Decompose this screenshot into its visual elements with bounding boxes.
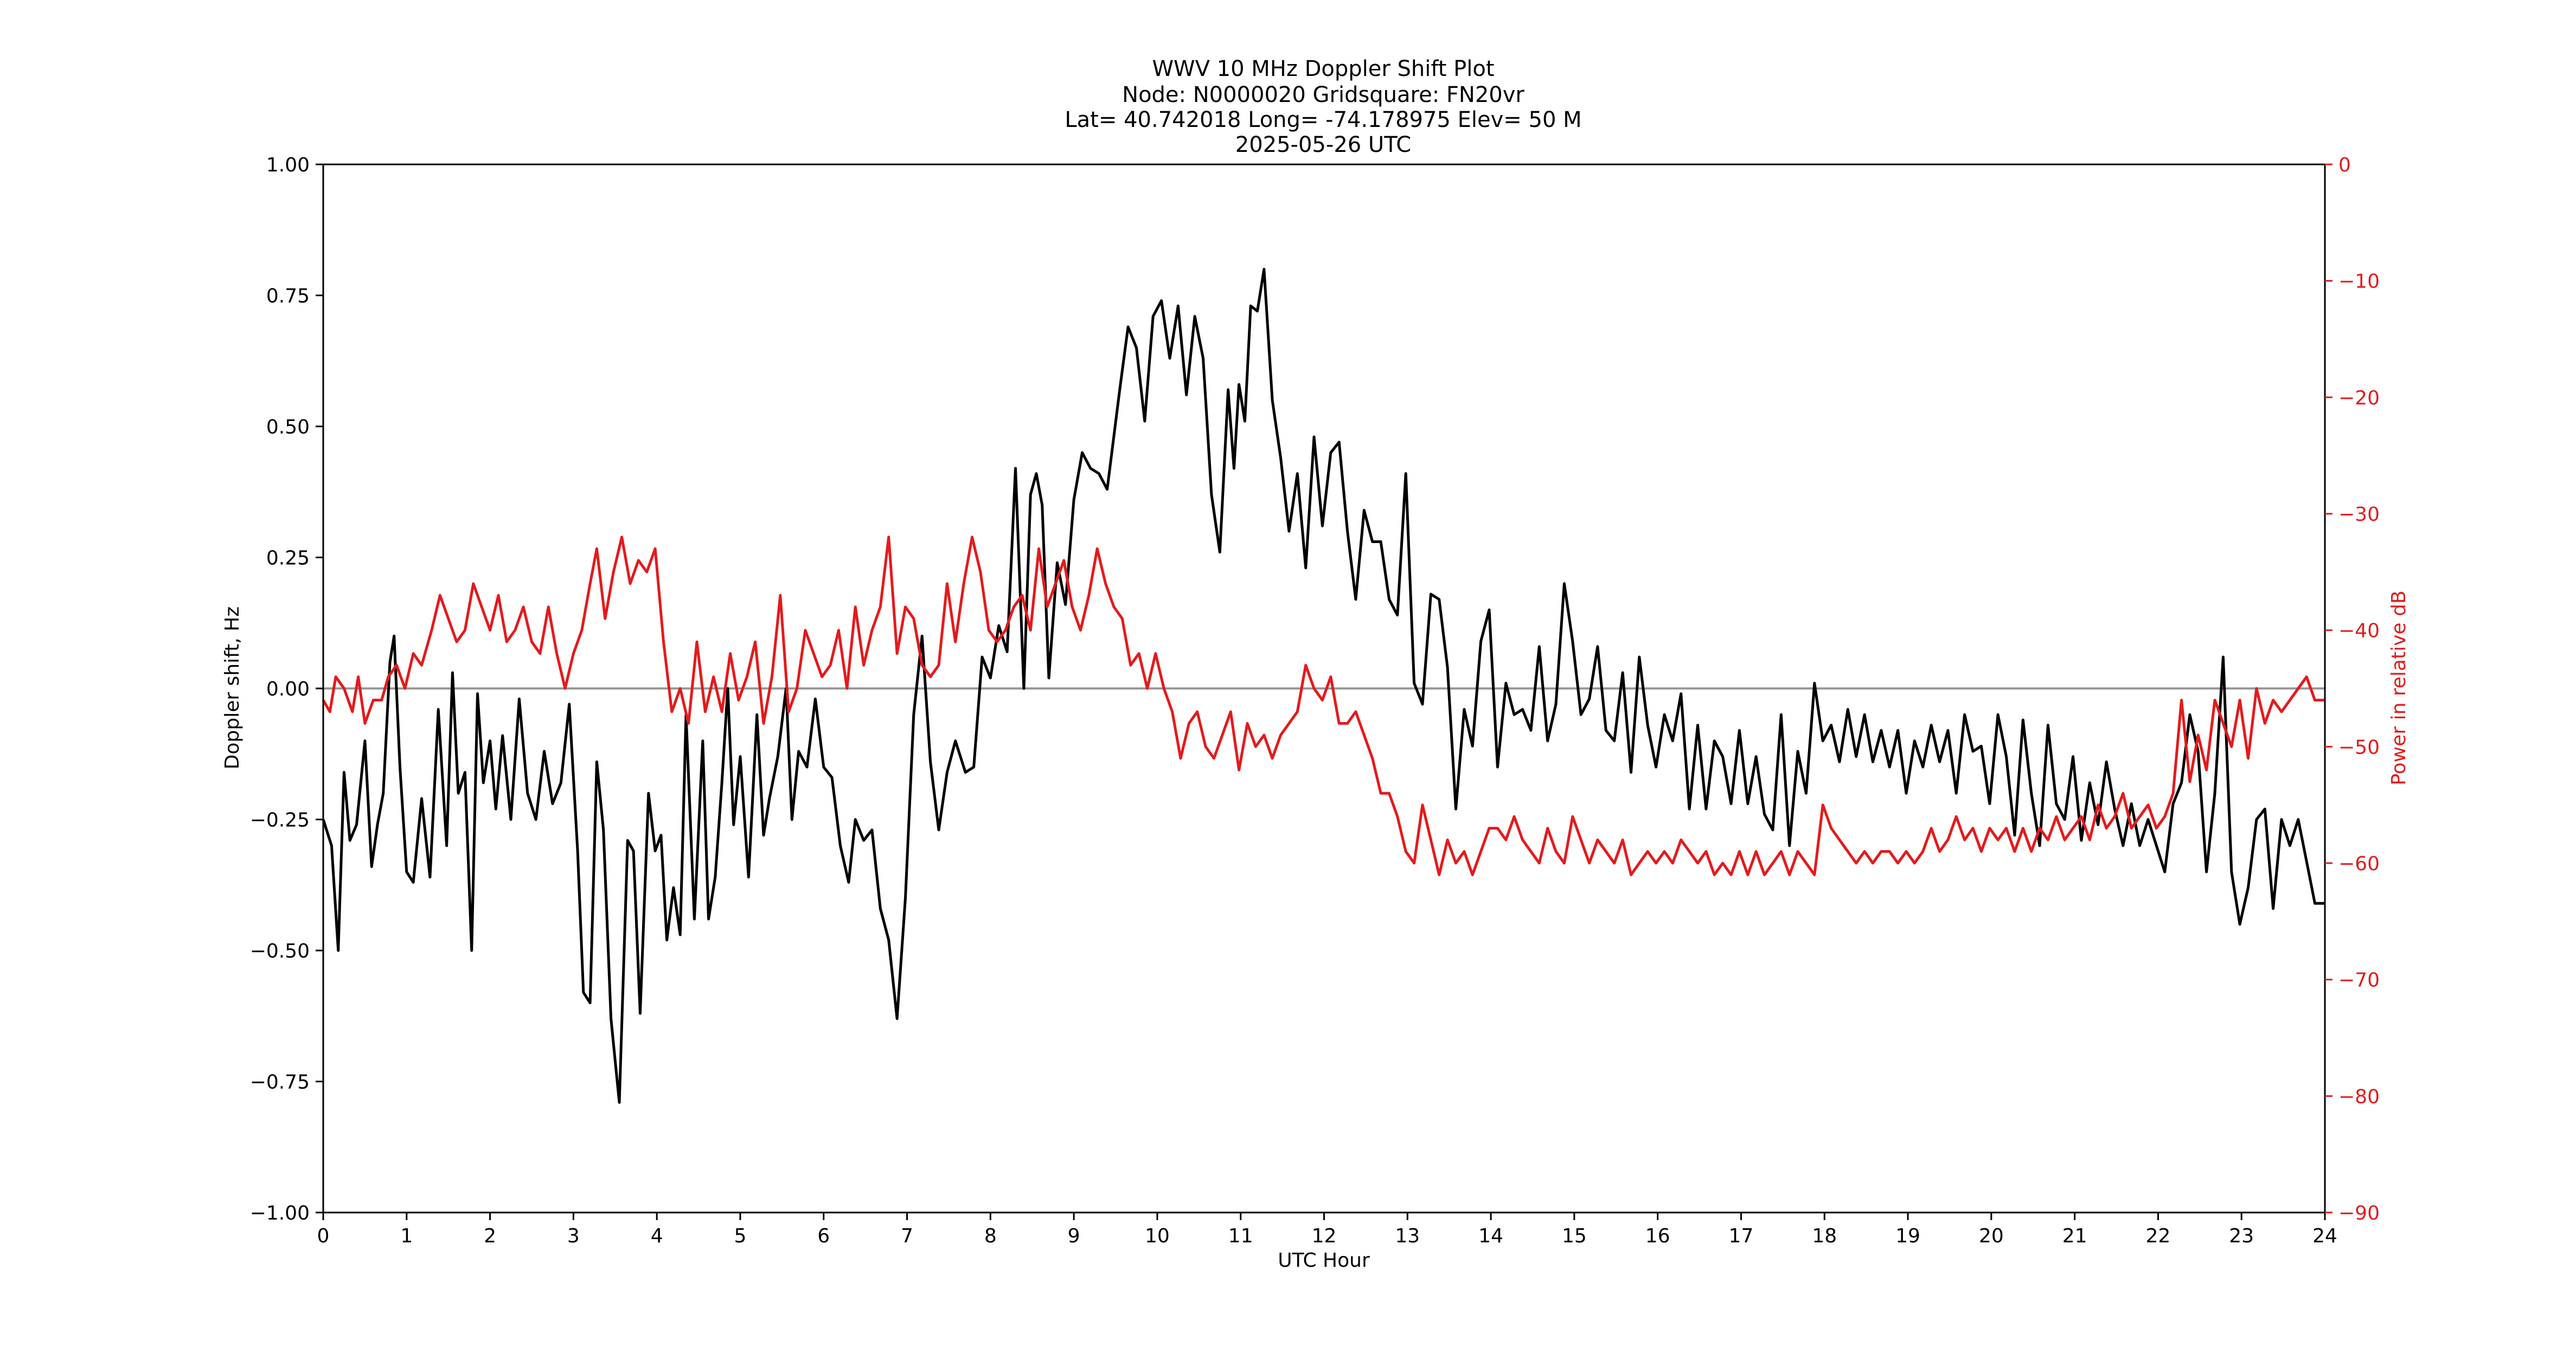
x-tick-label: 21 (2062, 1225, 2087, 1247)
x-tick-label: 11 (1228, 1225, 1253, 1247)
title-line-1: WWV 10 MHz Doppler Shift Plot (1152, 56, 1494, 81)
chart-title: WWV 10 MHz Doppler Shift Plot Node: N000… (1065, 56, 1581, 157)
y-left-tick-label: −0.75 (250, 1071, 310, 1094)
x-tick-label: 9 (1068, 1225, 1080, 1247)
x-tick-label: 0 (317, 1225, 330, 1247)
x-axis-label: UTC Hour (1278, 1249, 1370, 1272)
x-tick-label: 8 (984, 1225, 997, 1247)
y-right-tick-label: −10 (2338, 271, 2380, 293)
x-tick-label: 13 (1395, 1225, 1420, 1247)
x-tick-label: 4 (651, 1225, 663, 1247)
y-left-tick-label: −0.25 (250, 809, 310, 832)
series-layer (322, 267, 2325, 1104)
x-tick-label: 6 (817, 1225, 830, 1247)
y-right-tick-label: −20 (2338, 387, 2380, 409)
y-right-tick-label: −30 (2338, 503, 2380, 526)
x-tick-label: 2 (484, 1225, 496, 1247)
y-left-tick-label: 1.00 (266, 154, 310, 176)
y-left-tick-label: 0.00 (266, 678, 310, 700)
x-tick-label: 7 (901, 1225, 913, 1247)
power-series-line (322, 535, 2325, 876)
x-tick-label: 12 (1312, 1225, 1337, 1247)
x-tick-label: 22 (2146, 1225, 2171, 1247)
doppler-series-line (322, 267, 2325, 1104)
y-left-tick-label: 0.75 (266, 285, 310, 308)
x-tick-label: 24 (2312, 1225, 2337, 1247)
y-axis-label-right: Power in relative dB (2388, 590, 2410, 785)
x-tick-label: 5 (734, 1225, 747, 1247)
y-right-tick-label: 0 (2338, 154, 2351, 176)
y-left-tick-label: 0.50 (266, 416, 310, 438)
y-left-tick-label: −1.00 (250, 1202, 310, 1224)
x-tick-label: 18 (1812, 1225, 1837, 1247)
x-tick-label: 10 (1145, 1225, 1170, 1247)
x-tick-label: 16 (1645, 1225, 1670, 1247)
x-tick-label: 14 (1478, 1225, 1503, 1247)
y-left-tick-label: −0.50 (250, 940, 310, 962)
y-axis-label-left: Doppler shift, Hz (221, 607, 243, 769)
axes-layer: 0 1 2 3 4 5 6 7 8 9 10 11 12 13 14 15 16 17 18 19 20 21 22 23 24… (250, 154, 2380, 1247)
y-right-tick-label: −70 (2338, 969, 2380, 992)
y-right-tick-label: −60 (2338, 853, 2380, 875)
x-tick-label: 15 (1562, 1225, 1587, 1247)
title-line-4: 2025-05-26 UTC (1235, 132, 1411, 157)
x-tick-label: 20 (1979, 1225, 2004, 1247)
y-right-tick-label: −90 (2338, 1202, 2380, 1224)
x-tick-label: 17 (1729, 1225, 1754, 1247)
title-line-3: Lat= 40.742018 Long= -74.178975 Elev= 50… (1065, 107, 1581, 132)
x-tick-label: 3 (567, 1225, 580, 1247)
y-left-tick-label: 0.25 (266, 547, 310, 570)
y-right-tick-label: −50 (2338, 736, 2380, 758)
x-tick-label: 1 (400, 1225, 413, 1247)
y-right-tick-label: −40 (2338, 620, 2380, 642)
y-right-tick-label: −80 (2338, 1086, 2380, 1108)
x-tick-label: 19 (1895, 1225, 1920, 1247)
title-line-2: Node: N0000020 Gridsquare: FN20vr (1122, 82, 1524, 107)
x-tick-label: 23 (2229, 1225, 2254, 1247)
